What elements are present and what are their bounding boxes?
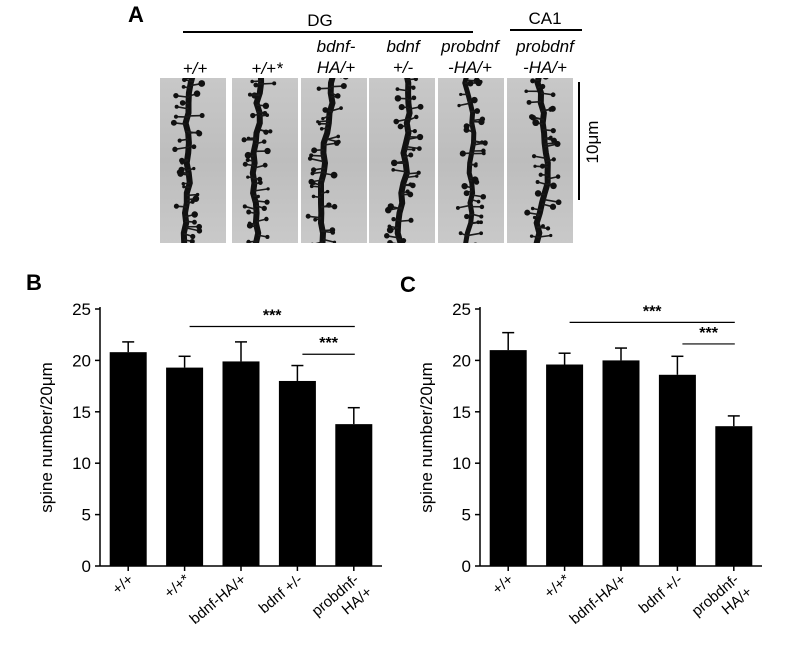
bar bbox=[602, 360, 640, 566]
significance-label: *** bbox=[319, 335, 338, 352]
dendrite-image-1 bbox=[160, 78, 226, 243]
bar bbox=[489, 350, 527, 566]
y-axis-label: spine number/20μm bbox=[417, 362, 436, 513]
y-tick-label: 15 bbox=[452, 403, 471, 422]
x-tick-label: +/+ bbox=[489, 571, 517, 598]
panel-b-letter: B bbox=[26, 270, 42, 295]
column-label-6: probdnf -HA/+ bbox=[516, 37, 574, 77]
column-label-1: +/+ bbox=[182, 59, 208, 78]
bar-chart-c: 0 5 10 15 20 25 spine number/20μm +/+ +/+*bdnf-H… bbox=[417, 300, 762, 634]
bar bbox=[166, 367, 204, 566]
x-tick-label: +/+* bbox=[541, 571, 573, 602]
dendrite-image-3 bbox=[301, 78, 367, 243]
panel-a-letter: A bbox=[128, 2, 144, 27]
column-label-4: bdnf +/- bbox=[386, 37, 420, 77]
x-tick-label: bdnf-HA/+ bbox=[567, 571, 630, 628]
column-label-2: +/+* bbox=[251, 59, 283, 78]
dg-group-line bbox=[183, 31, 473, 33]
ca1-group-label: CA1 bbox=[528, 9, 562, 28]
dendrite-image-4 bbox=[369, 78, 435, 243]
y-tick-label: 15 bbox=[72, 403, 91, 422]
y-tick-label: 10 bbox=[72, 454, 91, 473]
ca1-group-line bbox=[510, 29, 582, 31]
scale-bar bbox=[578, 82, 580, 200]
bar bbox=[335, 424, 373, 566]
panel-c-letter: C bbox=[400, 272, 416, 297]
y-tick-label: 20 bbox=[452, 351, 471, 370]
y-tick-label: 25 bbox=[72, 300, 91, 319]
y-axis-label: spine number/20μm bbox=[37, 362, 56, 513]
x-tick-label: bdnf +/- bbox=[256, 571, 306, 617]
y-tick-label: 0 bbox=[82, 557, 91, 576]
bar bbox=[715, 426, 753, 566]
y-tick-label: 5 bbox=[462, 506, 471, 525]
significance-label: *** bbox=[643, 303, 662, 320]
bar bbox=[658, 374, 696, 566]
x-tick-label: +/+* bbox=[161, 571, 193, 602]
y-tick-label: 0 bbox=[462, 557, 471, 576]
column-label-3: bdnf- HA/+ bbox=[316, 37, 356, 77]
x-tick-label: probdnf-HA/+ bbox=[689, 570, 756, 634]
dg-group-label: DG bbox=[307, 11, 333, 30]
bar bbox=[546, 364, 584, 566]
x-tick-label: +/+ bbox=[109, 571, 137, 598]
y-tick-label: 20 bbox=[72, 351, 91, 370]
y-tick-label: 25 bbox=[452, 300, 471, 319]
y-tick-label: 10 bbox=[452, 454, 471, 473]
bar bbox=[278, 380, 316, 566]
dendrite-image-6 bbox=[507, 78, 573, 243]
column-label-5: probdnf -HA/+ bbox=[441, 37, 499, 77]
significance-label: *** bbox=[263, 307, 282, 324]
dendrite-image-2 bbox=[232, 78, 298, 243]
x-tick-label: bdnf-HA/+ bbox=[187, 571, 250, 628]
x-tick-label: bdnf +/- bbox=[636, 571, 686, 617]
x-tick-label: probdnf-HA/+ bbox=[309, 570, 376, 634]
bar-chart-b: 0 5 10 15 20 25 spine number/20μm +/+ +/+*bdnf-H… bbox=[37, 300, 382, 634]
bar bbox=[222, 361, 260, 566]
y-tick-label: 5 bbox=[82, 506, 91, 525]
scale-bar-label: 10μm bbox=[583, 120, 602, 164]
significance-label: *** bbox=[699, 325, 718, 342]
dendrite-image-5 bbox=[438, 78, 504, 243]
bar bbox=[109, 352, 147, 566]
